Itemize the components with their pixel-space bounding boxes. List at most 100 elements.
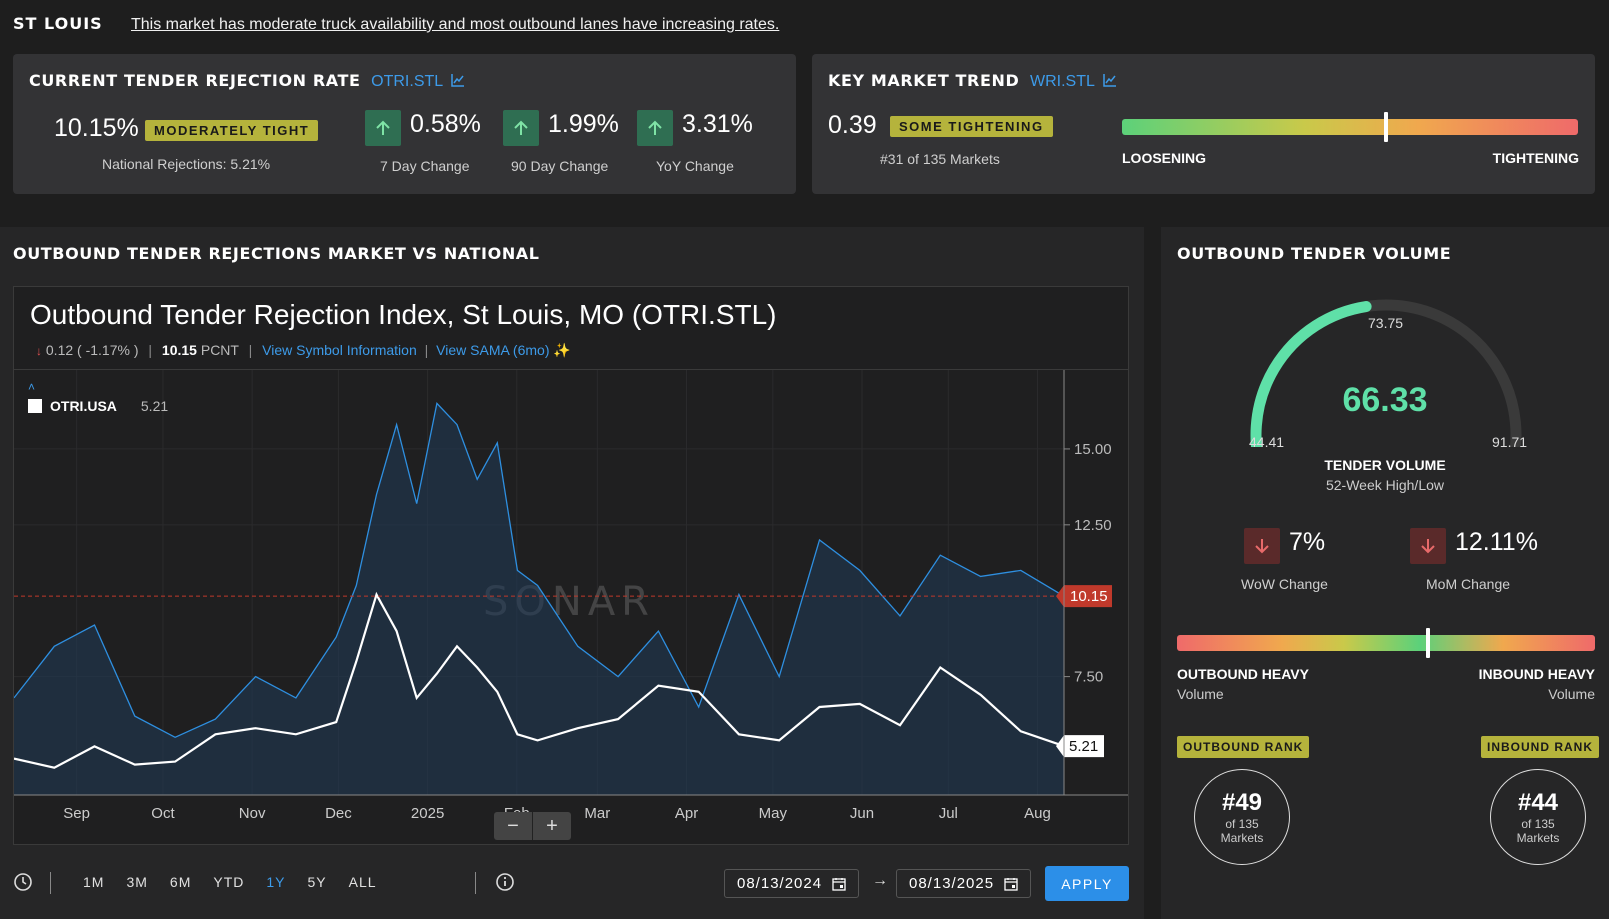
volume-panel-title: OUTBOUND TENDER VOLUME (1177, 244, 1452, 263)
usa-value-label: 5.21 (1069, 738, 1098, 755)
range-selector: 1M 3M 6M YTD 1Y 5Y ALL (72, 874, 388, 890)
apply-button[interactable]: APPLY (1045, 866, 1129, 901)
range-button-1y[interactable]: 1Y (266, 874, 286, 890)
clock-icon[interactable] (13, 872, 33, 897)
inbound-rank-of: of 135 (1521, 817, 1555, 831)
y-tick-label: 7.50 (1074, 669, 1103, 686)
stl-value-tag (1056, 585, 1112, 608)
change-label: MoM Change (1426, 576, 1511, 592)
calendar-icon[interactable] (832, 877, 846, 891)
arrow-up-icon (503, 110, 539, 146)
inbound-rank-circle: #44 of 135 Markets (1490, 769, 1586, 865)
stl-value-label: 10.15 (1070, 588, 1108, 605)
outbound-rank-value: #49 (1221, 789, 1263, 816)
outbound-heavy-label: OUTBOUND HEAVY (1177, 666, 1309, 682)
inbound-rank-markets: Markets (1516, 831, 1560, 845)
outbound-rejections-panel: OUTBOUND TENDER REJECTIONS MARKET VS NAT… (0, 227, 1144, 919)
start-date-input[interactable]: 08/13/2024 (724, 869, 860, 898)
arrow-up-icon (365, 110, 401, 146)
tender-volume-panel: OUTBOUND TENDER VOLUME 73.75 66.33 44.41… (1161, 227, 1609, 919)
market-summary-link[interactable]: This market has moderate truck availabil… (131, 16, 780, 33)
wri-symbol-text: WRI.STL (1029, 73, 1095, 90)
otri-stl-line (14, 402, 1065, 739)
trend-card-title: KEY MARKET TREND WRI.STL (828, 71, 1117, 91)
view-sama-link[interactable]: View SAMA (6mo) (436, 342, 550, 358)
change-text: 0.12 ( -1.17% ) (45, 342, 139, 358)
x-tick-label: Aug (1024, 805, 1051, 822)
national-rejections: National Rejections: 5.21% (102, 156, 271, 172)
range-button-all[interactable]: ALL (348, 874, 377, 890)
otri-symbol-text: OTRI.STL (371, 73, 443, 90)
trend-marker (1384, 112, 1389, 142)
outbound-rank-badge: OUTBOUND RANK (1177, 736, 1310, 758)
change-label: 90 Day Change (511, 158, 609, 174)
zoom-in-button[interactable]: + (546, 814, 558, 837)
range-button-3m[interactable]: 3M (126, 874, 148, 890)
wri-symbol-link[interactable]: WRI.STL (1026, 73, 1117, 90)
range-button-5y[interactable]: 5Y (307, 874, 327, 890)
current-value-text: 10.15 (161, 342, 197, 358)
chart-icon[interactable] (1102, 73, 1117, 87)
legend-value: 5.21 (140, 398, 169, 414)
status-badge: MODERATELY TIGHT (145, 120, 319, 141)
trend-rank: #31 of 135 Markets (880, 151, 1000, 167)
rejection-rate-card: CURRENT TENDER REJECTION RATE OTRI.STL 1… (13, 54, 796, 194)
change-value: 7% (1289, 528, 1326, 556)
gauge-high-mark: 73.75 (1368, 315, 1404, 331)
market-trend-card: KEY MARKET TREND WRI.STL 0.39 SOME TIGHT… (812, 54, 1595, 194)
collapse-legend-icon[interactable]: ˄ (28, 380, 36, 394)
range-button-1m[interactable]: 1M (83, 874, 105, 890)
change-value: 1.99% (548, 110, 619, 138)
y-tick-label: 12.50 (1074, 517, 1112, 534)
otri-symbol-link[interactable]: OTRI.STL (367, 73, 465, 90)
rejection-card-title: CURRENT TENDER REJECTION RATE OTRI.STL (29, 71, 465, 91)
market-title: ST LOUIS (13, 14, 103, 33)
sama-icon[interactable]: ✨ (553, 342, 571, 358)
x-tick-label: Jun (850, 805, 874, 822)
date-range-arrow: → (872, 872, 888, 889)
inbound-heavy-sub: Volume (1548, 686, 1595, 702)
x-tick-label: Oct (151, 805, 175, 822)
controls-divider (475, 872, 476, 894)
range-button-6m[interactable]: 6M (169, 874, 192, 890)
x-tick-label: Dec (325, 805, 352, 822)
x-tick-label: Mar (584, 805, 610, 822)
calendar-icon[interactable] (1004, 877, 1018, 891)
balance-marker (1425, 628, 1430, 658)
otri-line-chart[interactable]: SepOctNovDec2025FebMarAprMayJunJulAug15.… (14, 370, 1128, 844)
view-symbol-info-link[interactable]: View Symbol Information (262, 342, 417, 358)
chart-legend: OTRI.USA 5.21 (28, 398, 168, 414)
tightening-label: TIGHTENING (1492, 150, 1579, 166)
gauge-max: 91.71 (1492, 434, 1528, 450)
gauge-label: TENDER VOLUME (1324, 457, 1446, 473)
wow-change: 7% WoW Change (1241, 528, 1328, 592)
chart-title: Outbound Tender Rejection Index, St Loui… (30, 299, 777, 330)
zoom-out-button[interactable]: − (494, 812, 533, 840)
arrow-down-icon (1410, 528, 1446, 564)
trend-badge: SOME TIGHTENING (890, 116, 1053, 137)
x-tick-label: Apr (675, 805, 698, 822)
chart-icon[interactable] (451, 73, 465, 87)
trend-value: 0.39 (828, 111, 877, 139)
otri-stl-area (14, 403, 1064, 795)
balance-gradient-bar (1177, 635, 1595, 651)
gauge-value: 66.33 (1342, 381, 1428, 419)
otri-usa-line (14, 591, 1065, 769)
outbound-heavy-sub: Volume (1177, 686, 1224, 702)
info-icon[interactable] (495, 872, 515, 897)
range-button-ytd[interactable]: YTD (213, 874, 245, 890)
change-value: 3.31% (682, 110, 753, 138)
arrow-down-icon (1244, 528, 1280, 564)
chart-container: Outbound Tender Rejection Index, St Loui… (13, 286, 1129, 845)
end-date-input[interactable]: 08/13/2025 (896, 869, 1032, 898)
chart-subheader: ↓ 0.12 ( -1.17% ) | 10.15 PCNT | View Sy… (36, 342, 571, 358)
legend-swatch (28, 399, 42, 413)
controls-divider (50, 872, 51, 894)
x-tick-label: Jul (939, 805, 958, 822)
inbound-rank-value: #44 (1517, 789, 1559, 816)
outbound-rank-markets: Markets (1220, 831, 1264, 845)
outbound-rank-circle: #49 of 135 Markets (1194, 769, 1290, 865)
start-date-value: 08/13/2024 (737, 875, 823, 892)
gauge-fill (1250, 301, 1372, 447)
gauge-min: 44.41 (1249, 434, 1285, 450)
